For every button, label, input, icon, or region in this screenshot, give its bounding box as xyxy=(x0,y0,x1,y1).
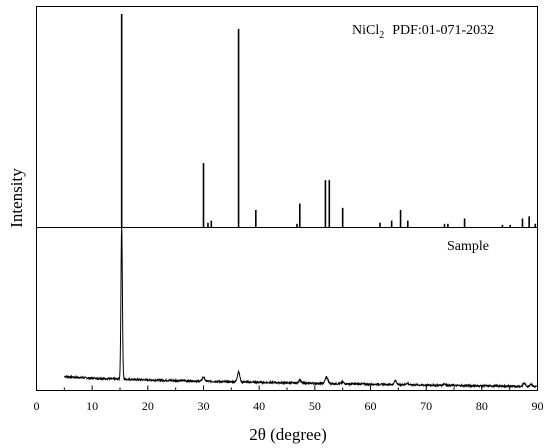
reference-annotation-sub: 2 xyxy=(379,30,384,41)
reference-annotation-rest: PDF:01-071-2032 xyxy=(392,23,494,38)
x-tick-label: 30 xyxy=(198,399,210,413)
reference-pattern xyxy=(120,14,537,227)
x-tick-label: 50 xyxy=(309,399,321,413)
reference-annotation-main: NiCl xyxy=(352,23,379,38)
x-tick-label: 60 xyxy=(365,399,377,413)
x-tick-label: 80 xyxy=(476,399,488,413)
plot-frame xyxy=(36,6,538,391)
x-tick-label: 0 xyxy=(34,399,40,413)
y-axis-title: Intensity xyxy=(7,168,26,228)
sample-pattern-line xyxy=(64,226,538,389)
x-tick-label: 70 xyxy=(420,399,432,413)
x-tick-label: 10 xyxy=(86,399,98,413)
x-axis-title: 2θ (degree) xyxy=(249,425,327,444)
sample-annotation: Sample xyxy=(447,239,489,254)
x-tick-label: 40 xyxy=(253,399,265,413)
x-tick-label: 90 xyxy=(532,399,544,413)
x-tick-label: 20 xyxy=(142,399,154,413)
reference-annotation: NiCl2 PDF:01-071-2032 xyxy=(352,23,494,41)
x-axis-ticks: 0 10 20 30 40 50 60 70 80 90 xyxy=(34,385,544,413)
